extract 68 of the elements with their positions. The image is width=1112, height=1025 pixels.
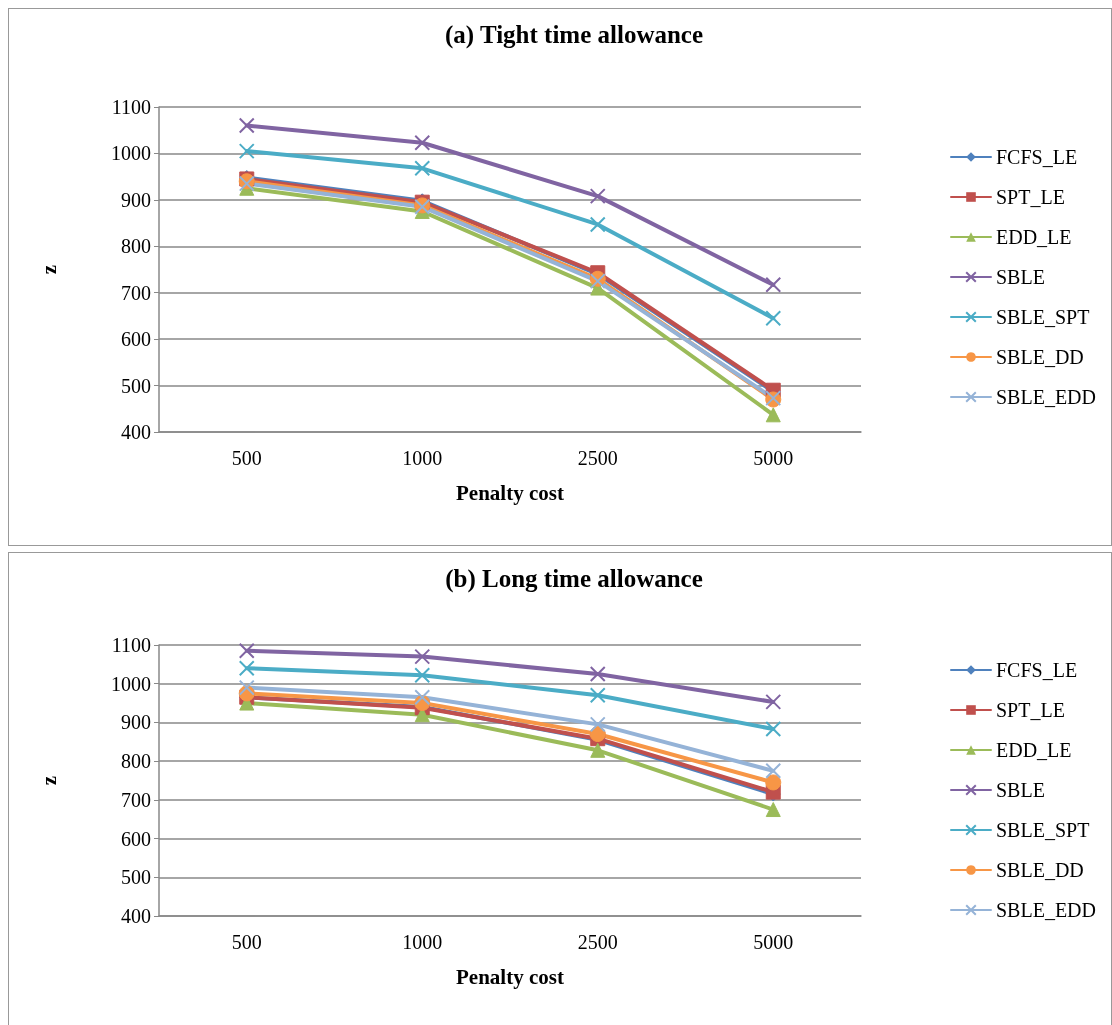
point bbox=[238, 679, 255, 696]
x-axis-title: Penalty cost bbox=[456, 480, 564, 505]
y-tick-label: 1100 bbox=[111, 96, 151, 118]
x-tick-label: 1000 bbox=[402, 931, 443, 953]
y-tick-label: 1100 bbox=[111, 634, 151, 656]
legend-label: SBLE_EDD bbox=[996, 899, 1096, 921]
y-tick-label: 400 bbox=[121, 421, 151, 443]
y-tick-label: 600 bbox=[121, 328, 151, 351]
point bbox=[589, 188, 606, 205]
point bbox=[414, 134, 431, 151]
point bbox=[765, 774, 782, 791]
x-tick-label: 1000 bbox=[402, 447, 443, 469]
x-axis-title: Penalty cost bbox=[456, 964, 564, 989]
point bbox=[765, 802, 781, 818]
legend-label: EDD_LE bbox=[996, 226, 1072, 248]
x-tick-label: 500 bbox=[231, 447, 262, 469]
point bbox=[238, 143, 255, 160]
y-tick-label: 900 bbox=[121, 188, 151, 211]
legend-label: EDD_LE bbox=[996, 739, 1072, 761]
point bbox=[589, 666, 606, 683]
point bbox=[414, 667, 431, 684]
point bbox=[414, 160, 431, 177]
chart-title: (b) Long time allowance bbox=[445, 565, 703, 593]
legend-label: SBLE_DD bbox=[996, 859, 1084, 881]
chart-title: (a) Tight time allowance bbox=[444, 21, 704, 49]
point bbox=[765, 693, 782, 710]
point bbox=[414, 648, 431, 665]
legend-label: SPT_LE bbox=[996, 186, 1065, 208]
legend-label: SBLE bbox=[996, 266, 1045, 288]
point bbox=[765, 721, 782, 738]
y-tick-label: 500 bbox=[121, 374, 151, 397]
y-tick-label: 800 bbox=[121, 235, 151, 258]
y-tick-label: 1000 bbox=[111, 672, 151, 695]
y-tick-label: 700 bbox=[121, 788, 151, 811]
point bbox=[238, 660, 255, 677]
point bbox=[589, 716, 606, 733]
point bbox=[238, 117, 255, 134]
y-axis-title: z bbox=[36, 264, 61, 275]
point bbox=[590, 742, 606, 758]
legend-label: SPT_LE bbox=[996, 699, 1065, 721]
y-tick-label: 600 bbox=[121, 827, 151, 850]
point bbox=[765, 762, 782, 779]
point bbox=[589, 687, 606, 704]
x-tick-label: 2500 bbox=[577, 931, 618, 953]
point bbox=[765, 407, 781, 423]
point bbox=[589, 216, 606, 233]
y-tick-label: 400 bbox=[121, 905, 151, 927]
legend-label: FCFS_LE bbox=[996, 146, 1078, 168]
x-tick-label: 2500 bbox=[577, 447, 618, 469]
legend-label: SBLE_SPT bbox=[996, 819, 1090, 841]
y-tick-label: 900 bbox=[121, 711, 151, 734]
legend-label: SBLE bbox=[996, 779, 1045, 801]
legend-label: SBLE_DD bbox=[996, 346, 1084, 368]
y-axis-title: z bbox=[36, 775, 61, 786]
point bbox=[238, 642, 255, 659]
legend-label: SBLE_SPT bbox=[996, 306, 1090, 328]
x-tick-label: 500 bbox=[231, 931, 262, 953]
point bbox=[765, 310, 782, 327]
legend-label: SBLE_EDD bbox=[996, 386, 1096, 408]
legend-label: FCFS_LE bbox=[996, 659, 1078, 681]
y-tick-label: 500 bbox=[121, 866, 151, 889]
point bbox=[414, 689, 431, 706]
y-tick-label: 800 bbox=[121, 750, 151, 773]
y-tick-label: 1000 bbox=[111, 142, 151, 165]
point bbox=[765, 276, 782, 293]
x-tick-label: 5000 bbox=[753, 931, 794, 953]
y-tick-label: 700 bbox=[121, 281, 151, 304]
x-tick-label: 5000 bbox=[753, 447, 794, 469]
